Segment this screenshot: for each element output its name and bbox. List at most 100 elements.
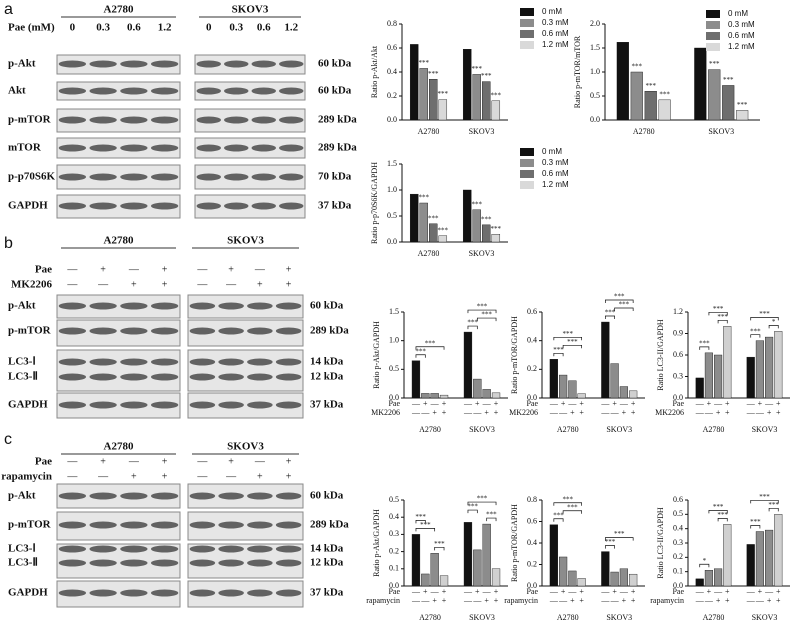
legend-label: 0 mM [542, 7, 562, 16]
legend-label: 0.3 mM [728, 20, 755, 29]
condition-sign: + [494, 408, 499, 417]
x-tick-label: SKOV3 [752, 425, 778, 434]
bar [629, 390, 638, 399]
condition-sign: + [423, 587, 428, 596]
blot-band [218, 545, 244, 553]
blot-band [218, 559, 244, 567]
bar [610, 363, 619, 399]
significance: *** [659, 90, 670, 98]
blot-band [189, 521, 216, 529]
significance: *** [467, 503, 478, 511]
condition-sign: — [430, 399, 440, 408]
blot-band [150, 545, 179, 553]
blot-band [150, 173, 179, 181]
condition-sign: — [558, 408, 568, 417]
lane-sign: + [286, 279, 292, 290]
size-label: 14 kDa [310, 543, 344, 555]
significance-bracket [708, 510, 728, 514]
x-tick-label: A2780 [557, 425, 579, 434]
bar [568, 380, 577, 399]
lane-dose: 1.2 [284, 22, 298, 34]
y-tick-label: 0.6 [673, 350, 683, 359]
condition-sign: + [432, 596, 437, 605]
condition-sign: + [725, 408, 730, 417]
size-label: 37 kDa [310, 587, 344, 599]
condition-sign: — [755, 408, 765, 417]
condition-sign: — [430, 587, 440, 596]
blot-band [150, 87, 179, 95]
blot-band [58, 545, 87, 553]
significance: * [703, 557, 707, 565]
significance-bracket [415, 354, 426, 358]
treatment-label: Pae [35, 456, 52, 468]
bar [462, 189, 472, 243]
y-tick-label: 0.5 [673, 509, 683, 518]
significance-bracket [553, 518, 564, 522]
condition-sign: — [463, 587, 473, 596]
condition-sign: — [746, 587, 756, 596]
lane-dose: 0 [206, 22, 212, 34]
condition-sign: — [420, 408, 430, 417]
blot-band [58, 173, 87, 181]
blot-band [275, 358, 302, 366]
bar [695, 377, 704, 399]
bar [746, 356, 755, 399]
blot-band [58, 521, 87, 529]
bar [438, 235, 448, 243]
blot-band [189, 559, 216, 567]
significance: *** [759, 493, 770, 501]
y-tick-label: 0.0 [387, 237, 397, 246]
legend-label: 0.6 mM [542, 169, 569, 178]
blot-band [89, 401, 117, 409]
condition-sign: + [725, 399, 730, 408]
significance: *** [415, 347, 426, 355]
significance: *** [699, 339, 710, 347]
lane-sign: + [162, 279, 168, 290]
significance: * [772, 318, 776, 326]
y-tick-label: 2.0 [590, 19, 600, 28]
legend-label: 0.6 mM [728, 31, 755, 40]
significance: *** [759, 310, 770, 318]
blot-band [150, 202, 179, 210]
bar [462, 49, 472, 121]
condition-label: Pae [526, 587, 538, 596]
lane-sign: — [128, 264, 140, 275]
lane-dose: 0.3 [229, 22, 243, 34]
lane-dose: 0.3 [96, 22, 110, 34]
blot-band [218, 401, 244, 409]
protein-label: p-Akt [8, 300, 36, 312]
blot-band [58, 373, 87, 381]
significance: *** [645, 82, 656, 90]
significance-bracket [562, 510, 583, 514]
y-tick-label: 0.6 [673, 495, 683, 504]
y-axis-label: Ratio p-Akt/Akt [370, 45, 379, 98]
bar [472, 209, 481, 243]
significance-bracket [768, 325, 779, 329]
blot-band [189, 358, 216, 366]
blot-band [150, 521, 179, 529]
y-tick-label: 0.2 [527, 364, 537, 373]
bar [765, 336, 774, 399]
condition-sign: — [704, 596, 714, 605]
legend-swatch [520, 19, 534, 27]
blot-band [275, 302, 302, 310]
significance: *** [709, 60, 720, 68]
bar [736, 110, 749, 121]
condition-label: Pae [526, 399, 538, 408]
significance: *** [477, 303, 488, 311]
legend-label: 1.2 mM [728, 42, 755, 51]
condition-sign: + [725, 587, 730, 596]
blot-band [120, 559, 148, 567]
significance: *** [415, 513, 426, 521]
condition-sign: — [600, 408, 610, 417]
y-tick-label: 0.1 [673, 566, 683, 575]
bar [714, 354, 723, 399]
blot-band [120, 545, 148, 553]
bar [419, 68, 428, 121]
x-tick-label: A2780 [419, 613, 441, 622]
legend-label: 1.2 mM [542, 180, 569, 189]
bar [774, 514, 783, 587]
treatment-label: rapamycin [1, 471, 52, 483]
y-tick-label: 0.8 [387, 19, 397, 28]
condition-sign: — [463, 408, 473, 417]
